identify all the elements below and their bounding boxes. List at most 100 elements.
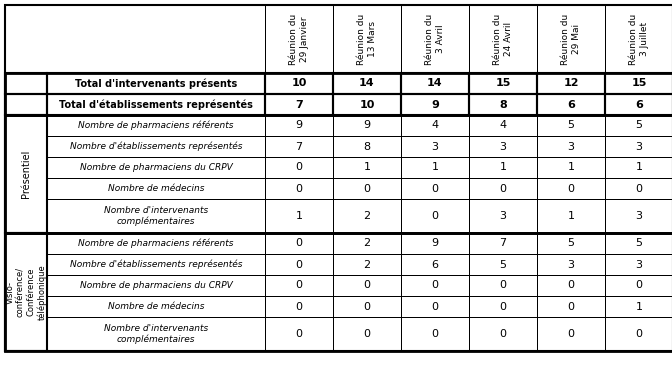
- Text: 1: 1: [431, 163, 439, 173]
- Bar: [537, 254, 605, 275]
- Bar: [333, 296, 401, 317]
- Bar: [47, 296, 265, 317]
- Bar: [333, 115, 401, 136]
- Text: 6: 6: [635, 100, 643, 109]
- Bar: [401, 296, 469, 317]
- Text: 0: 0: [431, 184, 439, 193]
- Bar: [537, 233, 605, 254]
- Bar: [469, 115, 537, 136]
- Bar: [265, 178, 333, 199]
- Text: Présentiel: Présentiel: [21, 150, 31, 198]
- Bar: [401, 73, 469, 94]
- Bar: [469, 254, 537, 275]
- Text: 0: 0: [296, 280, 302, 290]
- Text: 1: 1: [636, 163, 642, 173]
- Bar: [605, 115, 672, 136]
- Bar: [47, 136, 265, 157]
- Text: 1: 1: [296, 211, 302, 221]
- Bar: [537, 94, 605, 115]
- Text: 8: 8: [499, 100, 507, 109]
- Text: 0: 0: [431, 329, 439, 339]
- Bar: [265, 136, 333, 157]
- Bar: [469, 296, 537, 317]
- Text: 5: 5: [636, 120, 642, 130]
- Text: 5: 5: [499, 260, 507, 269]
- Text: 2: 2: [364, 260, 370, 269]
- Bar: [401, 199, 469, 233]
- Text: 0: 0: [567, 280, 575, 290]
- Text: 0: 0: [567, 184, 575, 193]
- Bar: [469, 317, 537, 351]
- Text: Total d'établissements représentés: Total d'établissements représentés: [59, 99, 253, 110]
- Text: 0: 0: [636, 280, 642, 290]
- Text: 0: 0: [499, 280, 507, 290]
- Text: 15: 15: [631, 79, 646, 89]
- Bar: [333, 254, 401, 275]
- Bar: [537, 275, 605, 296]
- Bar: [333, 73, 401, 94]
- Text: 0: 0: [567, 329, 575, 339]
- Bar: [265, 199, 333, 233]
- Text: 1: 1: [567, 211, 575, 221]
- Bar: [5, 5, 265, 73]
- Text: 7: 7: [499, 239, 507, 249]
- Text: 3: 3: [636, 211, 642, 221]
- Text: 12: 12: [563, 79, 579, 89]
- Bar: [469, 233, 537, 254]
- Text: Nombre d'intervenants
complémentaires: Nombre d'intervenants complémentaires: [104, 324, 208, 344]
- Bar: [401, 157, 469, 178]
- Bar: [5, 233, 672, 351]
- Text: 0: 0: [499, 301, 507, 312]
- Bar: [537, 73, 605, 94]
- Bar: [605, 254, 672, 275]
- Text: Nombre d'établissements représentés: Nombre d'établissements représentés: [70, 260, 242, 269]
- Text: 4: 4: [431, 120, 439, 130]
- Text: Réunion du
29 Janvier: Réunion du 29 Janvier: [290, 13, 308, 65]
- Bar: [605, 94, 672, 115]
- Bar: [537, 317, 605, 351]
- Text: 3: 3: [636, 141, 642, 152]
- Text: 0: 0: [364, 329, 370, 339]
- Text: 0: 0: [499, 329, 507, 339]
- Text: 4: 4: [499, 120, 507, 130]
- Bar: [47, 178, 265, 199]
- Text: 2: 2: [364, 211, 370, 221]
- Bar: [333, 233, 401, 254]
- Bar: [265, 275, 333, 296]
- Text: 6: 6: [567, 100, 575, 109]
- Text: 1: 1: [364, 163, 370, 173]
- Text: 1: 1: [567, 163, 575, 173]
- Text: 0: 0: [364, 301, 370, 312]
- Bar: [5, 115, 672, 233]
- Bar: [469, 178, 537, 199]
- Bar: [333, 94, 401, 115]
- Text: 1: 1: [636, 301, 642, 312]
- Bar: [333, 199, 401, 233]
- Bar: [265, 317, 333, 351]
- Bar: [265, 73, 333, 94]
- Bar: [5, 73, 672, 115]
- Bar: [469, 94, 537, 115]
- Bar: [469, 275, 537, 296]
- Bar: [469, 5, 537, 73]
- Text: 9: 9: [431, 239, 439, 249]
- Text: 14: 14: [360, 79, 375, 89]
- Text: 3: 3: [499, 141, 507, 152]
- Bar: [47, 94, 265, 115]
- Bar: [537, 5, 605, 73]
- Bar: [401, 136, 469, 157]
- Text: 0: 0: [296, 260, 302, 269]
- Bar: [47, 254, 265, 275]
- Text: 5: 5: [567, 239, 575, 249]
- Text: Visio-
conférence/
Conférence
téléphonique: Visio- conférence/ Conférence téléphoniq…: [5, 264, 46, 320]
- Bar: [47, 115, 265, 136]
- Bar: [265, 233, 333, 254]
- Bar: [605, 73, 672, 94]
- Bar: [605, 233, 672, 254]
- Bar: [605, 136, 672, 157]
- Bar: [469, 199, 537, 233]
- Bar: [605, 157, 672, 178]
- Text: 0: 0: [364, 184, 370, 193]
- Bar: [47, 233, 265, 254]
- Text: 3: 3: [499, 211, 507, 221]
